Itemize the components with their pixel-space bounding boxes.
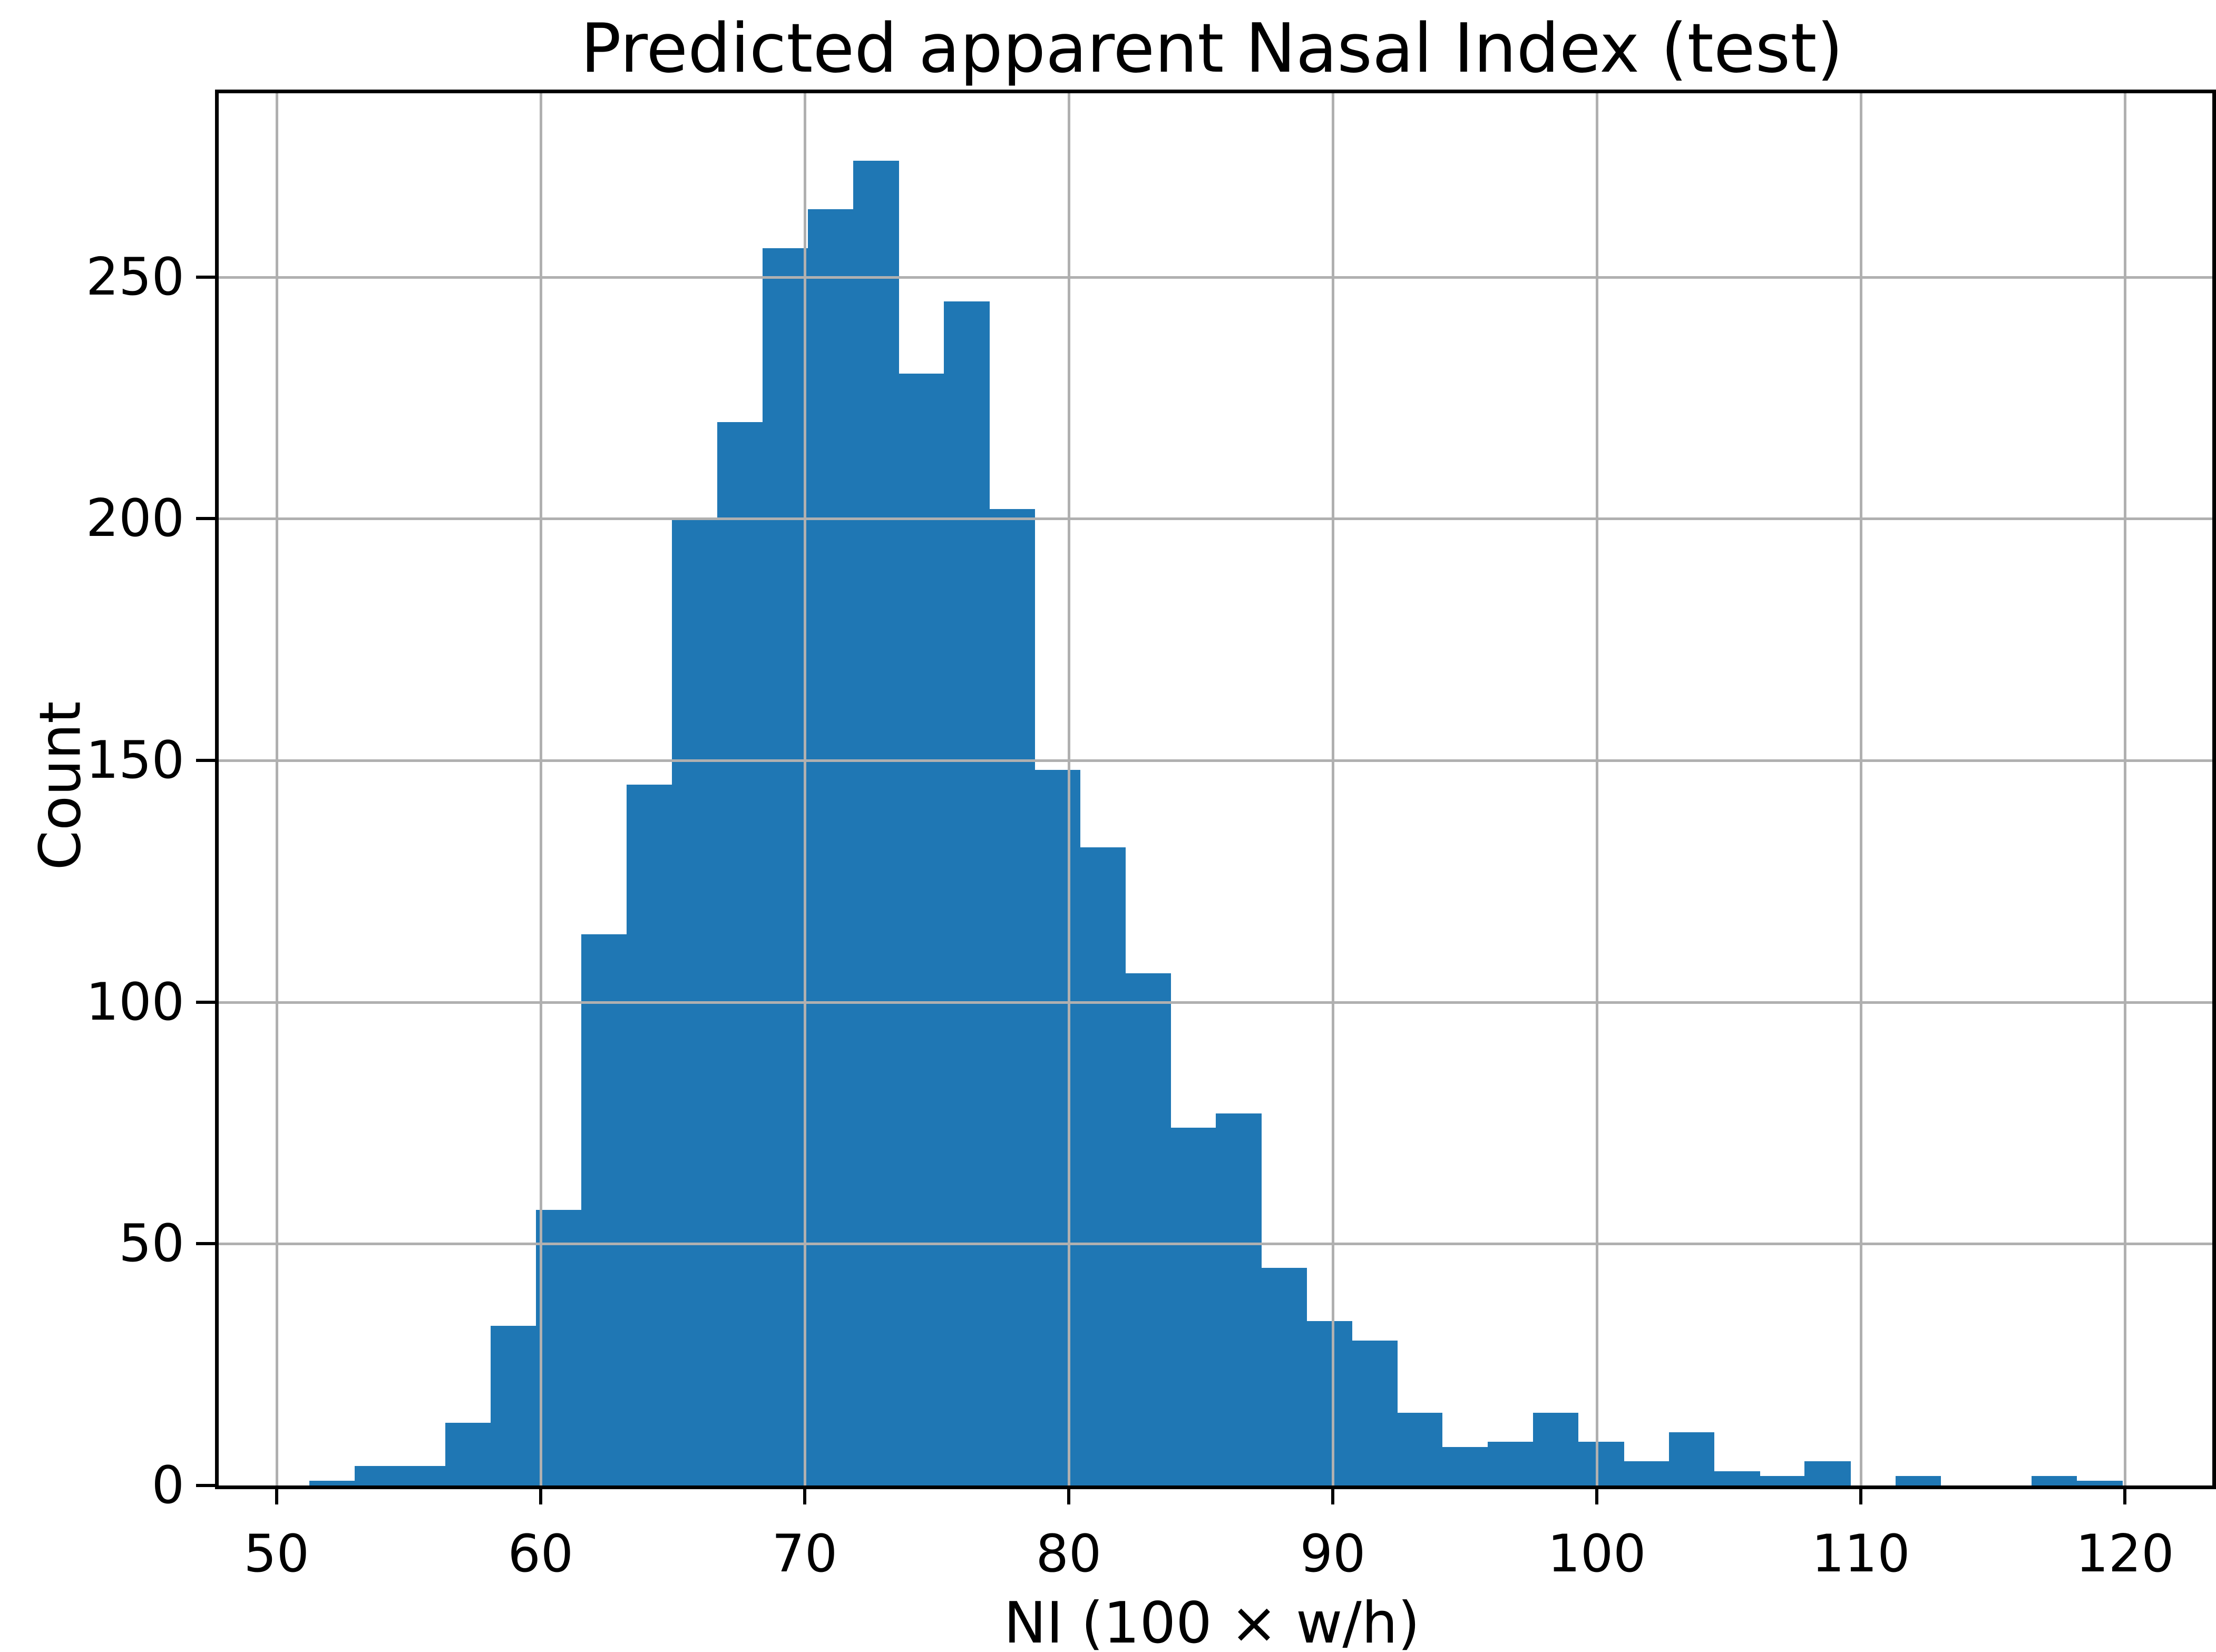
horizontal-gridline: [219, 759, 2212, 762]
vertical-gridline: [2124, 93, 2127, 1485]
x-tick-label: 80: [1036, 1524, 1102, 1584]
histogram-bar: [1261, 1268, 1307, 1485]
vertical-gridline: [1067, 93, 1070, 1485]
horizontal-gridline: [219, 1001, 2212, 1004]
y-tick-mark: [196, 1484, 215, 1487]
y-tick-label: 50: [119, 1214, 184, 1274]
vertical-gridline: [539, 93, 542, 1485]
horizontal-gridline: [219, 1243, 2212, 1246]
histogram-bar: [490, 1326, 536, 1485]
x-tick-label: 110: [1811, 1524, 1910, 1584]
histogram-bar: [853, 161, 899, 1485]
histogram-bar: [1034, 770, 1080, 1485]
histogram-bar: [445, 1422, 491, 1485]
histogram-bar: [1125, 973, 1171, 1485]
histogram-bar: [943, 301, 990, 1485]
histogram-bar: [1080, 847, 1126, 1485]
chart-title: Predicted apparent Nasal Index (test): [580, 9, 1843, 88]
x-tick-label: 70: [772, 1524, 838, 1584]
histogram-bar: [989, 509, 1035, 1485]
histogram-bar: [1804, 1461, 1851, 1485]
y-tick-label: 200: [85, 488, 184, 549]
histogram-bar: [1170, 1128, 1216, 1485]
vertical-gridline: [1860, 93, 1863, 1485]
vertical-gridline: [803, 93, 806, 1485]
x-tick-mark: [1067, 1485, 1070, 1504]
x-tick-label: 90: [1300, 1524, 1366, 1584]
x-tick-label: 100: [1547, 1524, 1646, 1584]
x-tick-mark: [275, 1485, 278, 1504]
histogram-bar: [807, 209, 854, 1485]
horizontal-gridline: [219, 517, 2212, 521]
x-tick-mark: [1859, 1485, 1863, 1504]
y-tick-mark: [196, 517, 215, 521]
histogram-bar: [2031, 1475, 2077, 1485]
histogram-bar: [1215, 1113, 1262, 1485]
histogram-bar: [2076, 1480, 2123, 1485]
y-axis-label: Count: [27, 701, 94, 871]
histogram-bar: [1623, 1461, 1670, 1485]
x-tick-label: 60: [507, 1524, 574, 1584]
histogram-bar: [1714, 1471, 1760, 1485]
x-tick-mark: [539, 1485, 542, 1504]
y-tick-mark: [196, 1242, 215, 1246]
histogram-bar: [535, 1210, 582, 1485]
histogram-bar: [1578, 1442, 1624, 1485]
x-axis-label: NI (100 × w/h): [1003, 1590, 1420, 1652]
histogram-bar: [898, 374, 944, 1485]
vertical-gridline: [1596, 93, 1598, 1485]
histogram-bar: [1668, 1432, 1715, 1485]
y-tick-label: 100: [85, 972, 184, 1032]
histogram-bar: [355, 1466, 401, 1485]
y-tick-label: 250: [85, 247, 184, 307]
y-tick-label: 0: [151, 1455, 184, 1516]
histogram-bar: [581, 934, 627, 1485]
histogram-bar: [762, 248, 808, 1485]
x-tick-mark: [1331, 1485, 1334, 1504]
histogram-bar: [1306, 1321, 1352, 1485]
vertical-gridline: [1332, 93, 1334, 1485]
horizontal-gridline: [219, 276, 2212, 279]
histogram-bar: [399, 1466, 446, 1485]
plot-area: [215, 90, 2216, 1489]
histogram-bar: [309, 1480, 356, 1485]
x-tick-mark: [1595, 1485, 1598, 1504]
histogram-bar: [1759, 1475, 1805, 1485]
histogram-bar: [1397, 1413, 1443, 1485]
histogram-bar: [1532, 1413, 1579, 1485]
vertical-gridline: [275, 93, 278, 1485]
x-tick-label: 50: [243, 1524, 310, 1584]
histogram-bar: [1487, 1442, 1534, 1485]
x-tick-mark: [803, 1485, 806, 1504]
histogram-bar: [1351, 1340, 1398, 1485]
histogram-bar: [717, 422, 763, 1485]
x-tick-label: 120: [2075, 1524, 2174, 1584]
histogram-bar: [1895, 1475, 1941, 1485]
y-tick-mark: [196, 1000, 215, 1004]
y-tick-label: 150: [85, 730, 184, 790]
x-tick-mark: [2123, 1485, 2127, 1504]
histogram-bar: [1442, 1446, 1488, 1485]
y-tick-mark: [196, 275, 215, 279]
histogram-bar: [626, 784, 672, 1485]
y-tick-mark: [196, 759, 215, 762]
